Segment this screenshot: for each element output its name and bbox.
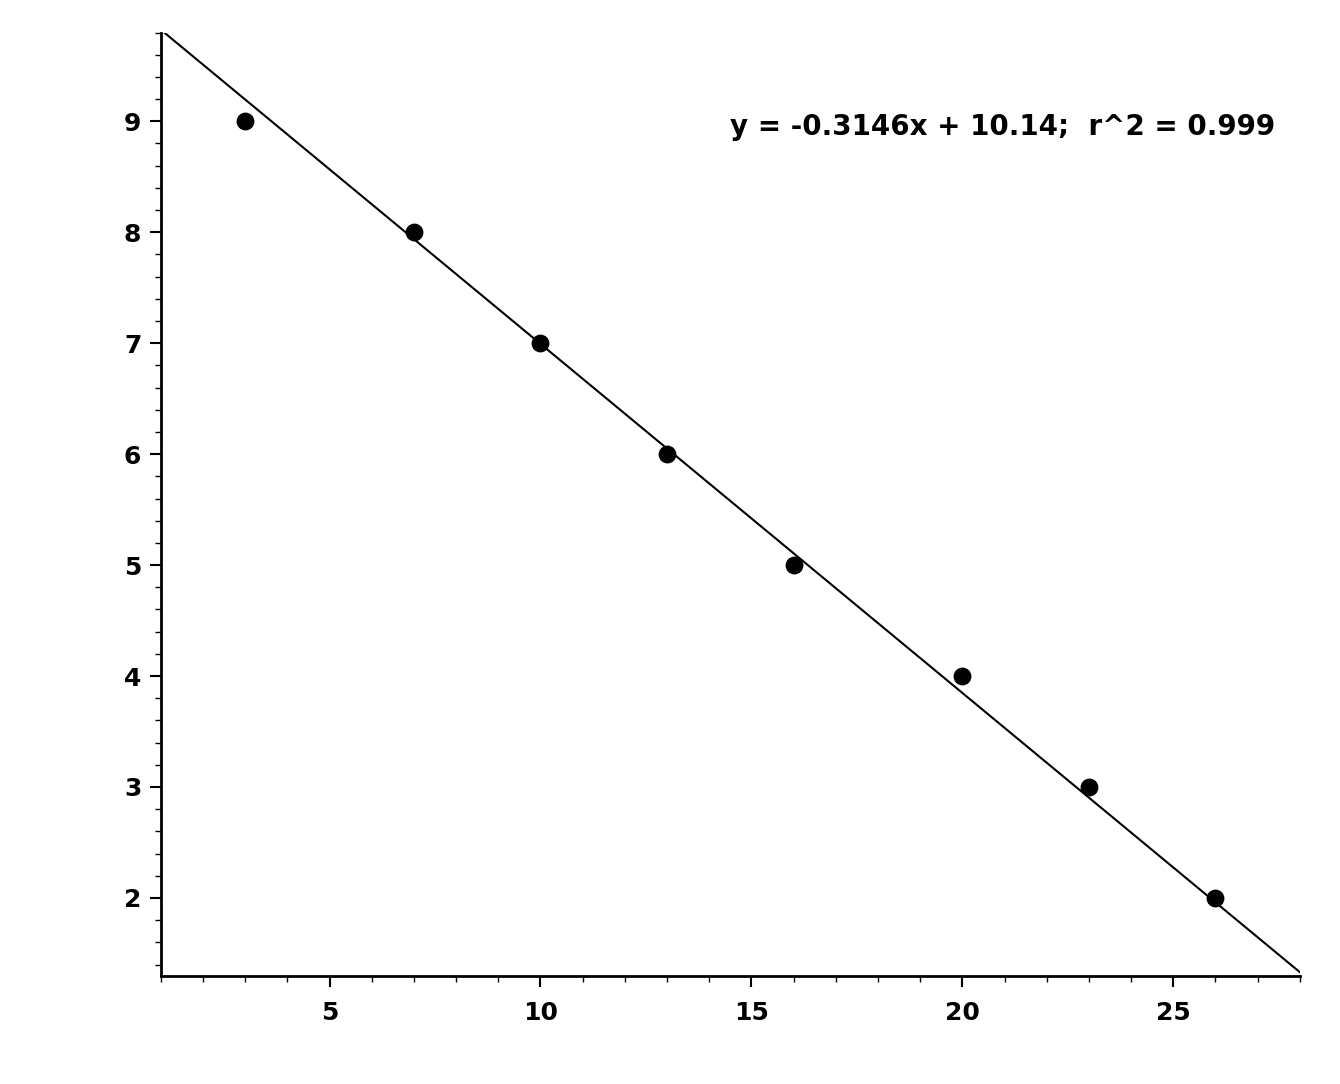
Point	[951, 668, 973, 685]
Text: y = -0.3146x + 10.14;  r^2 = 0.999: y = -0.3146x + 10.14; r^2 = 0.999	[730, 113, 1276, 141]
Point	[403, 223, 425, 241]
Point	[234, 113, 256, 130]
Point	[657, 446, 678, 463]
Point	[1079, 778, 1100, 796]
Point	[783, 556, 804, 573]
Point	[529, 335, 551, 352]
Point	[1205, 889, 1226, 906]
